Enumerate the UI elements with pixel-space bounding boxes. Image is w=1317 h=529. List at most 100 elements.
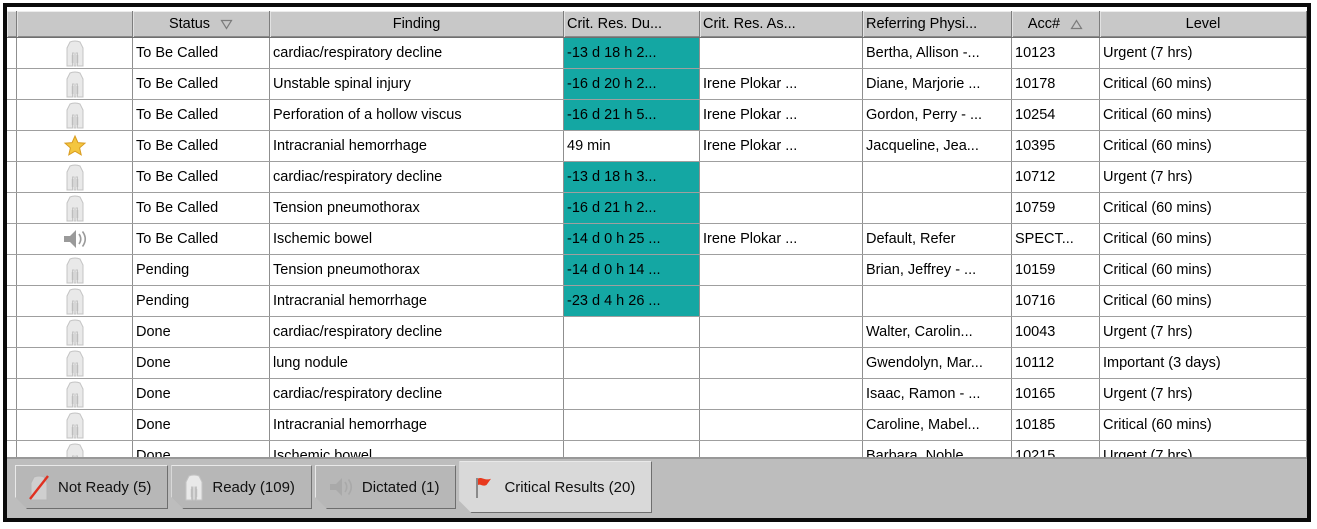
column-header-label: Referring Physi...	[866, 16, 978, 32]
cell-acc-number: 10254	[1012, 100, 1100, 130]
row-gutter	[7, 410, 17, 440]
row-status-icon	[17, 286, 133, 316]
row-status-icon	[17, 162, 133, 192]
table-row[interactable]: To Be Called Unstable spinal injury -16 d …	[7, 69, 1307, 100]
cell-acc-number: SPECT...	[1012, 224, 1100, 254]
cell-crit-res-due: -14 d 0 h 25 ...	[564, 224, 700, 254]
cell-referring-physician: Brian, Jeffrey - ...	[863, 255, 1012, 285]
table-row[interactable]: To Be Called Ischemic bowel -14 d 0 h 25 .…	[7, 224, 1307, 255]
row-status-icon	[17, 193, 133, 223]
tab-ready[interactable]: Ready (109)	[171, 465, 312, 509]
tab-critical-results[interactable]: Critical Results (20)	[459, 461, 652, 513]
cell-finding: lung nodule	[270, 348, 564, 378]
table-row[interactable]: Done Ischemic bowel Barbara, Noble... 10215…	[7, 441, 1307, 457]
cell-crit-res-assigned	[700, 317, 863, 347]
gown-icon	[66, 102, 83, 128]
cell-referring-physician	[863, 193, 1012, 223]
column-header-status[interactable]: Status	[133, 11, 270, 37]
cell-referring-physician	[863, 162, 1012, 192]
cell-crit-res-due	[564, 441, 700, 457]
row-gutter	[7, 100, 17, 130]
worklist-tab-bar: Not Ready (5) Ready (109) Dictated (1) Crit…	[7, 457, 1307, 518]
cell-crit-res-due	[564, 410, 700, 440]
cell-crit-res-due: -13 d 18 h 2...	[564, 38, 700, 68]
cell-referring-physician: Barbara, Noble...	[863, 441, 1012, 457]
cell-crit-res-assigned	[700, 379, 863, 409]
cell-acc-number: 10123	[1012, 38, 1100, 68]
column-header-label: Status	[168, 16, 211, 32]
tab-dictated[interactable]: Dictated (1)	[315, 465, 457, 509]
gown-icon	[66, 319, 83, 345]
gown-icon	[66, 443, 83, 457]
cell-crit-res-assigned	[700, 441, 863, 457]
cell-status: To Be Called	[133, 38, 270, 68]
table-row[interactable]: To Be Called Tension pneumothorax -16 d 21…	[7, 193, 1307, 224]
cell-acc-number: 10712	[1012, 162, 1100, 192]
row-status-icon	[17, 38, 133, 68]
clipped-row-region: Done Ischemic bowel Barbara, Noble... 10215…	[7, 441, 1307, 457]
row-status-icon	[17, 100, 133, 130]
cell-crit-res-assigned	[700, 348, 863, 378]
cell-status: To Be Called	[133, 162, 270, 192]
cell-level: Critical (60 mins)	[1100, 255, 1307, 285]
column-header-acc[interactable]: Acc#	[1012, 11, 1100, 37]
critical-flag-icon	[472, 475, 496, 499]
cell-status: Done	[133, 317, 270, 347]
gown-icon	[66, 257, 83, 283]
speaker-icon	[63, 230, 86, 248]
cell-level: Urgent (7 hrs)	[1100, 38, 1307, 68]
table-row[interactable]: Done Intracranial hemorrhage Caroline, Mab…	[7, 410, 1307, 441]
column-header-finding[interactable]: Finding	[270, 11, 564, 37]
cell-referring-physician: Isaac, Ramon - ...	[863, 379, 1012, 409]
cell-status: To Be Called	[133, 224, 270, 254]
cell-level: Urgent (7 hrs)	[1100, 441, 1307, 457]
table-row[interactable]: Done cardiac/respiratory decline Walter, C…	[7, 317, 1307, 348]
table-row[interactable]: Done lung nodule Gwendolyn, Mar... 10112 Imp…	[7, 348, 1307, 379]
cell-acc-number: 10759	[1012, 193, 1100, 223]
row-gutter	[7, 224, 17, 254]
row-gutter	[7, 348, 17, 378]
cell-crit-res-assigned: Irene Plokar ...	[700, 131, 863, 161]
cell-finding: cardiac/respiratory decline	[270, 38, 564, 68]
cell-status: Done	[133, 379, 270, 409]
cell-status: To Be Called	[133, 100, 270, 130]
cell-status: Done	[133, 410, 270, 440]
row-gutter	[7, 286, 17, 316]
cell-acc-number: 10112	[1012, 348, 1100, 378]
cell-referring-physician: Default, Refer	[863, 224, 1012, 254]
ready-icon	[184, 474, 204, 501]
row-gutter	[7, 441, 17, 457]
row-status-icon	[17, 255, 133, 285]
gown-icon	[66, 381, 83, 407]
cell-crit-res-assigned	[700, 162, 863, 192]
table-row[interactable]: Done cardiac/respiratory decline Isaac, Ra…	[7, 379, 1307, 410]
cell-crit-res-due	[564, 317, 700, 347]
cell-status: Done	[133, 441, 270, 457]
column-header-crit_res_due[interactable]: Crit. Res. Du...	[564, 11, 700, 37]
table-row[interactable]: To Be Called cardiac/respiratory decline -…	[7, 162, 1307, 193]
column-header-crit_res_assigned[interactable]: Crit. Res. As...	[700, 11, 863, 37]
row-gutter	[7, 162, 17, 192]
row-gutter	[7, 69, 17, 99]
cell-status: Pending	[133, 255, 270, 285]
cell-finding: cardiac/respiratory decline	[270, 162, 564, 192]
cell-acc-number: 10159	[1012, 255, 1100, 285]
table-body: To Be Called cardiac/respiratory decline -…	[7, 38, 1307, 441]
table-row[interactable]: Pending Intracranial hemorrhage -23 d 4 h …	[7, 286, 1307, 317]
table-row[interactable]: To Be Called cardiac/respiratory decline -…	[7, 38, 1307, 69]
cell-crit-res-assigned	[700, 38, 863, 68]
column-header-gutter	[7, 11, 17, 37]
table-row[interactable]: To Be Called Intracranial hemorrhage 49 mi…	[7, 131, 1307, 162]
cell-finding: Intracranial hemorrhage	[270, 410, 564, 440]
column-header-referring_physician[interactable]: Referring Physi...	[863, 11, 1012, 37]
tab-not-ready[interactable]: Not Ready (5)	[15, 465, 168, 509]
cell-crit-res-assigned: Irene Plokar ...	[700, 224, 863, 254]
row-status-icon	[17, 348, 133, 378]
column-header-level[interactable]: Level	[1100, 11, 1307, 37]
table-row[interactable]: Pending Tension pneumothorax -14 d 0 h 14 …	[7, 255, 1307, 286]
cell-finding: Perforation of a hollow viscus	[270, 100, 564, 130]
table-row[interactable]: To Be Called Perforation of a hollow visc…	[7, 100, 1307, 131]
row-gutter	[7, 38, 17, 68]
column-header-label: Crit. Res. As...	[703, 16, 796, 32]
column-header-label: Crit. Res. Du...	[567, 16, 663, 32]
